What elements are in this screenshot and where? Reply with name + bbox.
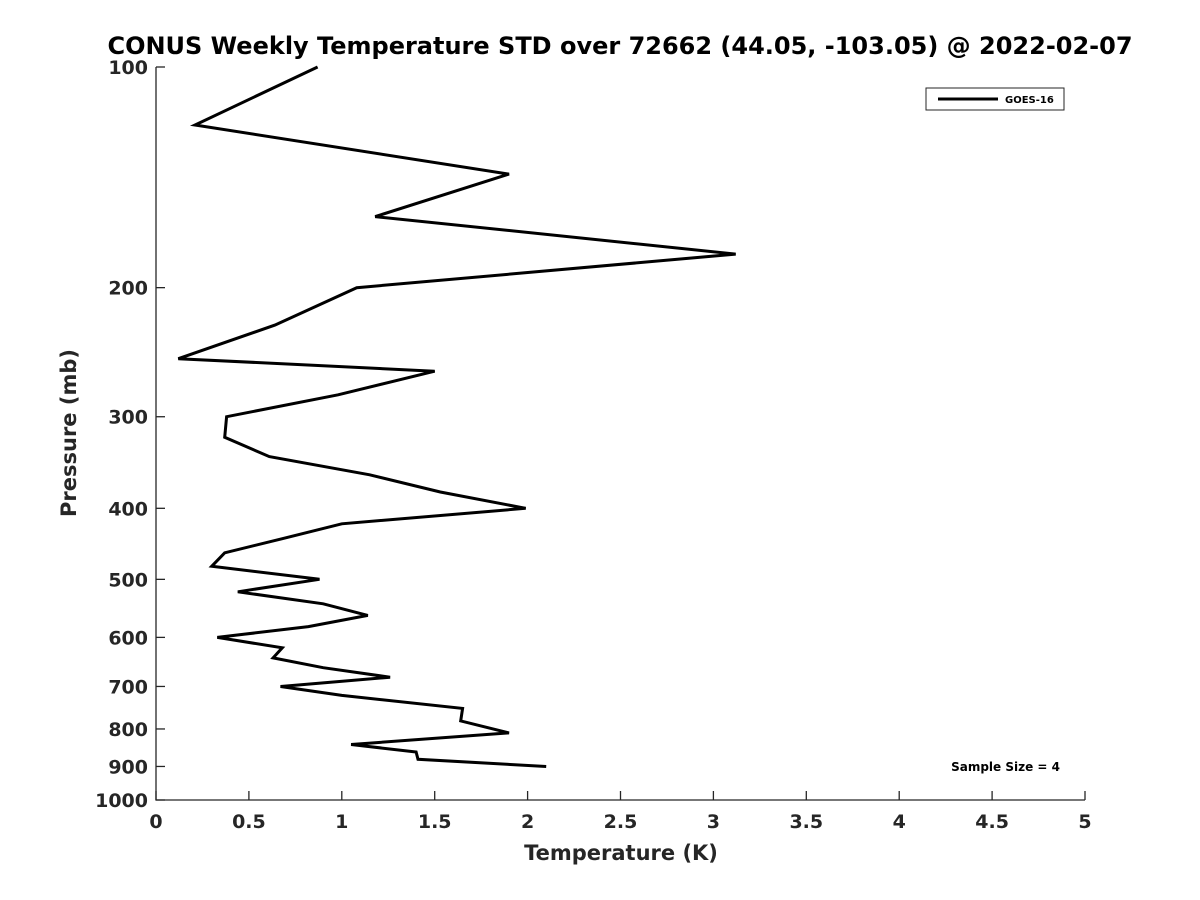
x-tick-label: 1: [335, 811, 348, 833]
y-tick-label: 900: [108, 756, 148, 778]
x-tick-label: 0: [149, 811, 162, 833]
legend-label-goes-16: GOES-16: [1005, 95, 1054, 106]
legend: GOES-16: [925, 87, 1065, 111]
series-line-goes-16: [177, 65, 736, 768]
x-tick-label: 0.5: [232, 811, 266, 833]
series-layer: [177, 65, 736, 768]
y-tick-label: 300: [108, 407, 148, 429]
x-ticks: 0 0.5 1 1.5 2 2.5 3 3.5 4 4.5 5: [149, 791, 1092, 833]
y-tick-label: 400: [108, 498, 148, 520]
y-tick-label: 200: [108, 278, 148, 300]
x-tick-label: 2: [521, 811, 534, 833]
x-tick-label: 3: [707, 811, 720, 833]
y-ticks: 100 200 300 400 500 600 700 800 900 1000: [95, 57, 165, 812]
x-tick-label: 4: [893, 811, 906, 833]
x-tick-label: 1.5: [418, 811, 452, 833]
plot-area: 0 0.5 1 1.5 2 2.5 3 3.5 4 4.5 5 100 200 300 400 500 600…: [95, 57, 1092, 833]
y-tick-label: 500: [108, 569, 148, 591]
x-tick-label: 5: [1078, 811, 1091, 833]
chart-title: CONUS Weekly Temperature STD over 72662 …: [107, 32, 1132, 60]
x-tick-label: 2.5: [604, 811, 638, 833]
x-tick-label: 4.5: [975, 811, 1009, 833]
y-tick-label: 800: [108, 719, 148, 741]
y-tick-label: 1000: [95, 790, 148, 812]
y-axis-label: Pressure (mb): [57, 349, 81, 517]
x-tick-label: 3.5: [789, 811, 823, 833]
x-axis-label: Temperature (K): [524, 841, 718, 865]
y-tick-label: 600: [108, 627, 148, 649]
sample-size-annotation: Sample Size = 4: [951, 760, 1060, 774]
y-tick-label: 700: [108, 676, 148, 698]
y-tick-label: 100: [108, 57, 148, 79]
